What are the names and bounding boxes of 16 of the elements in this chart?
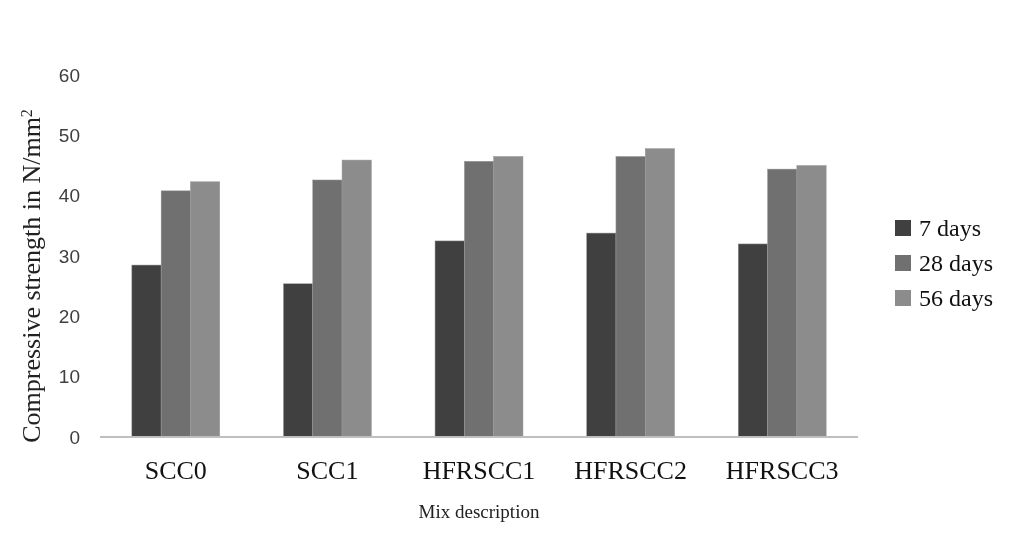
y-tick-label: 10 — [58, 366, 80, 388]
legend-label: 7 days — [919, 215, 981, 242]
y-tick-label: 30 — [58, 245, 80, 267]
y-tick-label: 40 — [58, 185, 80, 207]
y-tick-label: 0 — [69, 426, 80, 448]
x-tick-label: SCC1 — [296, 456, 359, 485]
legend-label: 28 days — [919, 250, 993, 277]
y-tick-label: 50 — [58, 124, 80, 146]
x-tick-label: HFRSCC2 — [574, 456, 687, 485]
y-tick-label: 20 — [58, 305, 80, 327]
x-tick-label: HFRSCC3 — [725, 456, 839, 485]
x-tick-label: SCC0 — [144, 456, 207, 485]
x-tick-label: HFRSCC1 — [422, 456, 536, 485]
legend-label: 56 days — [919, 285, 993, 312]
y-tick-label: 60 — [58, 64, 80, 86]
x-axis-title: Mix description — [418, 501, 540, 522]
